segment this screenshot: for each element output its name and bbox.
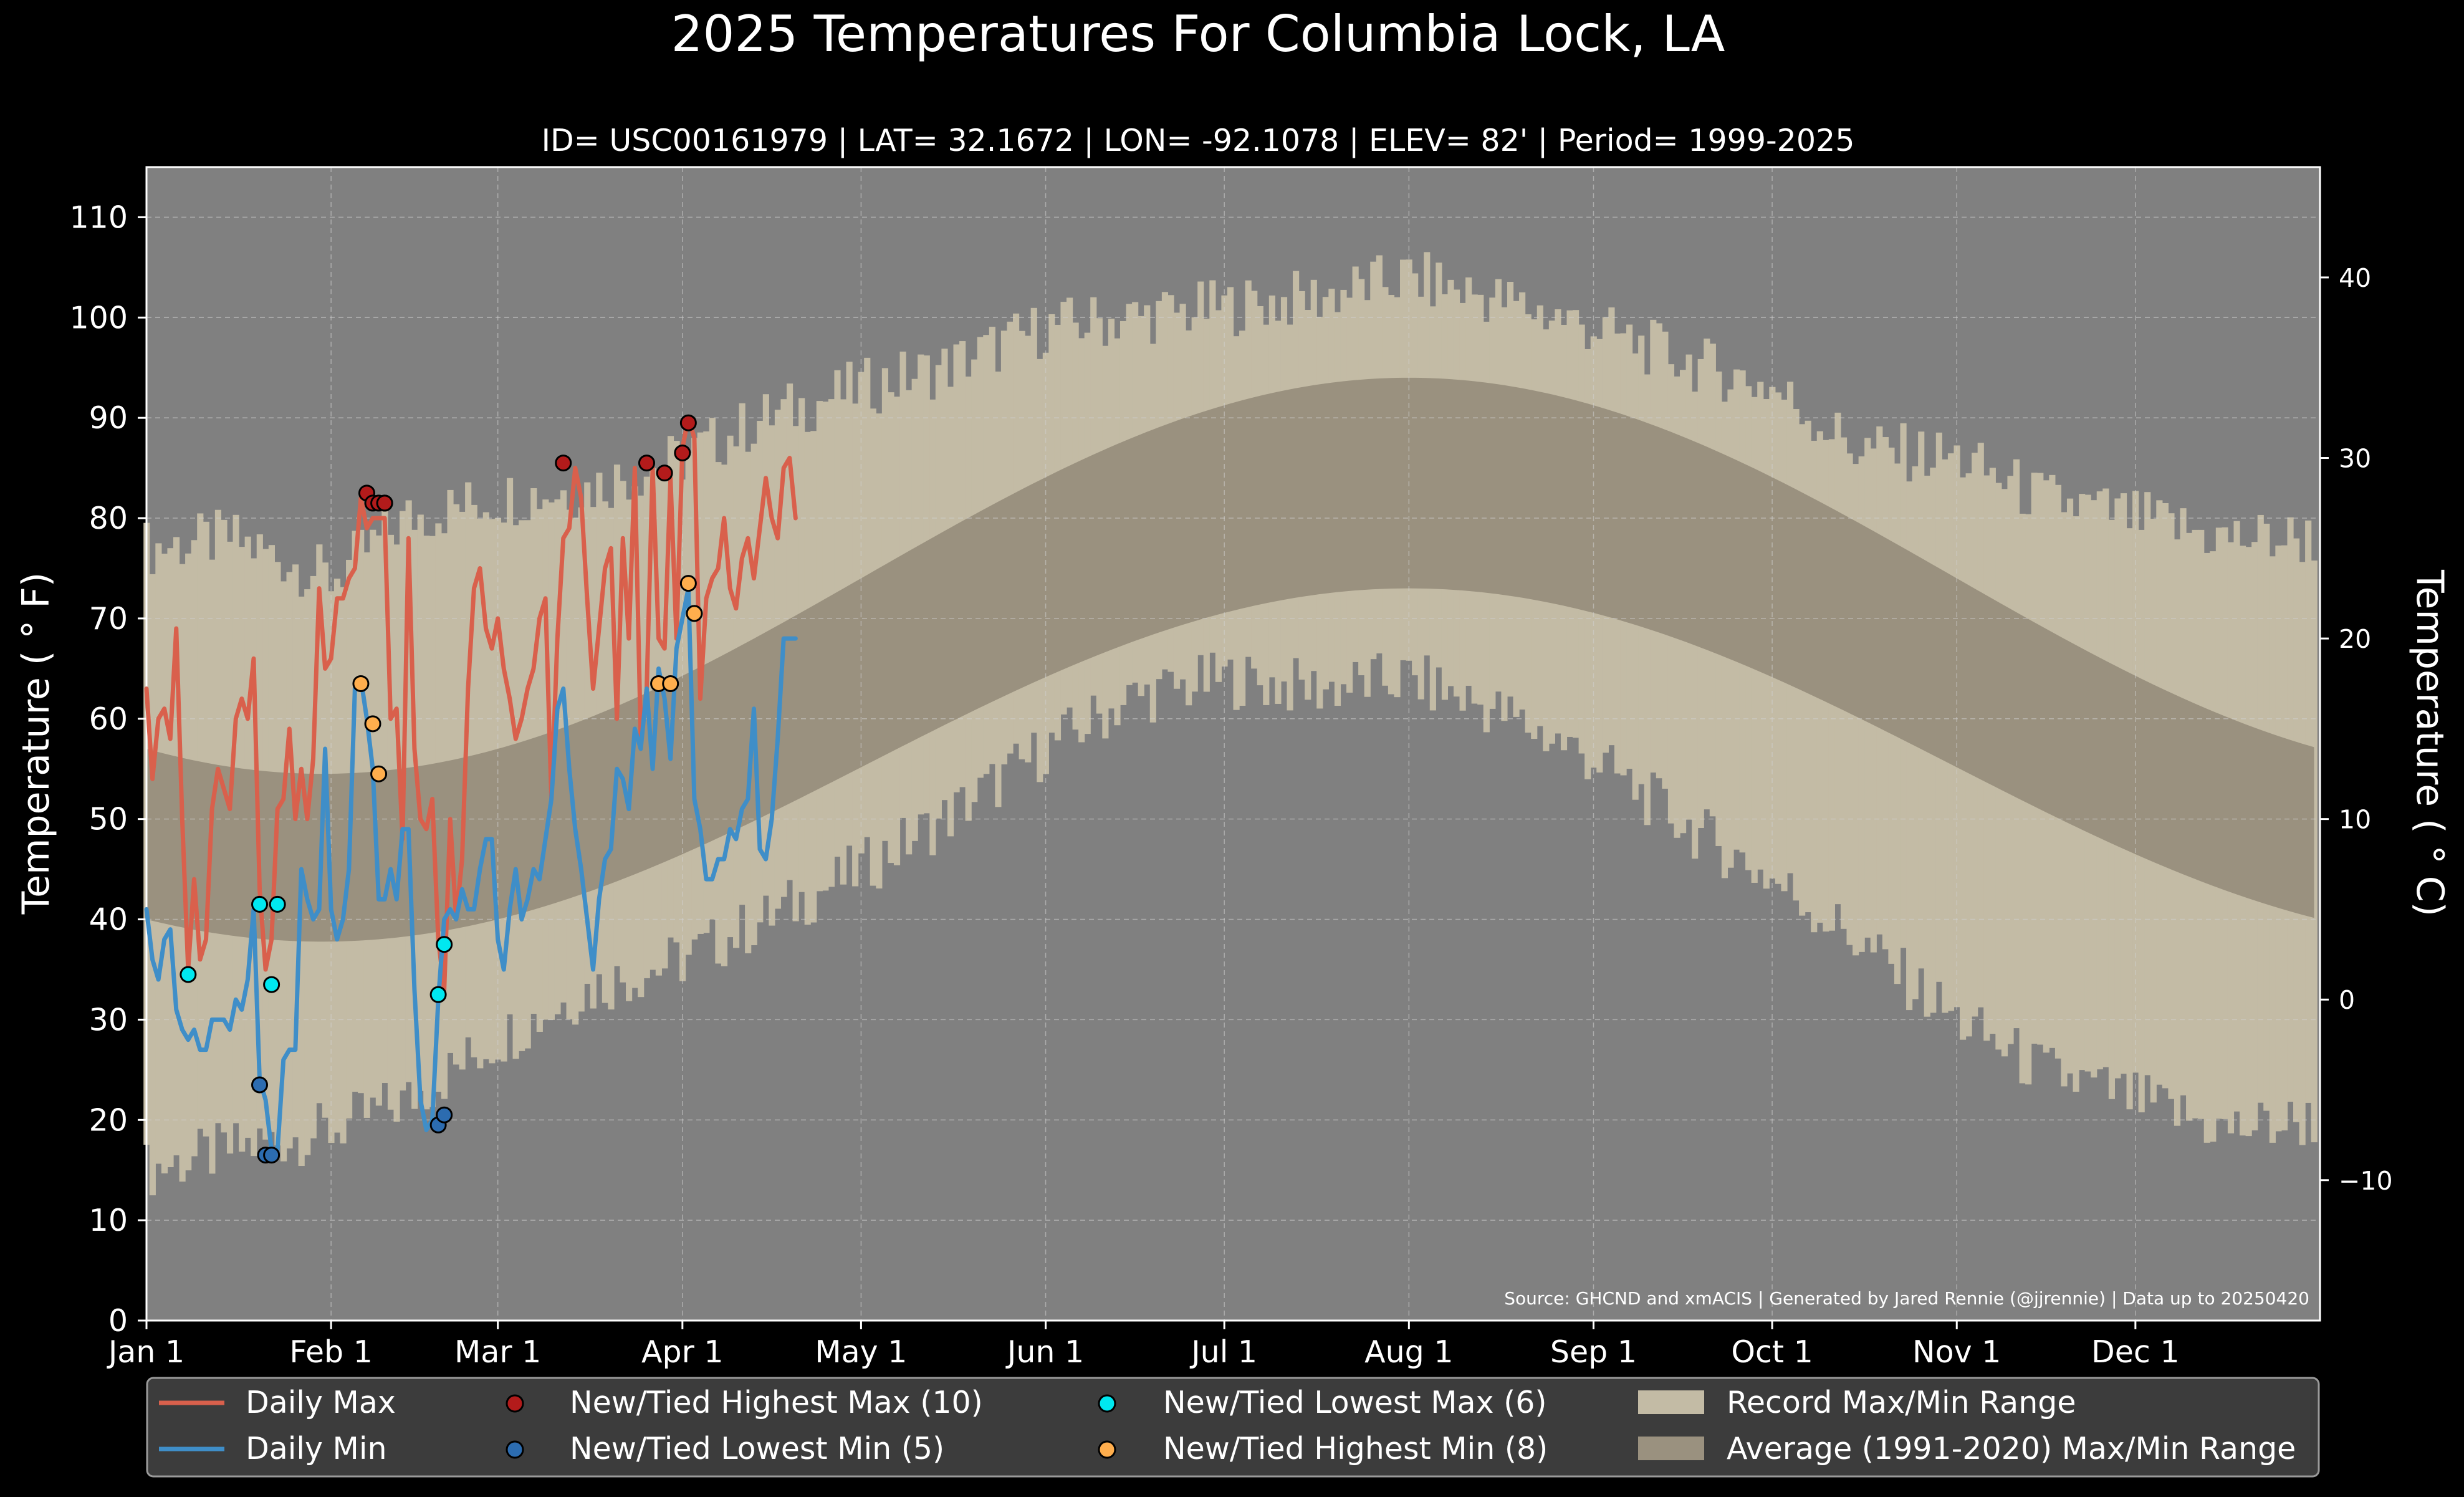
legend-label-new-high-min: New/Tied Highest Min (8) [1163,1431,1548,1466]
legend-label-new-high-max: New/Tied Highest Max (10) [570,1385,983,1420]
y-tick-label: 20 [89,1102,128,1138]
y-tick-label: 10 [89,1203,128,1238]
x-tick-label: Apr 1 [641,1334,724,1370]
legend-swatch-normal-range [1638,1437,1704,1460]
marker-new-high-min [686,605,703,622]
marker-new-high-min [364,715,381,733]
y-tick-label: 0 [108,1303,128,1339]
marker-new-high-min [370,765,388,782]
marker-new-low-max [429,986,447,1003]
y-tick-label: 70 [89,601,128,637]
y-tick-label: 110 [69,200,128,235]
x-tick-label: Sep 1 [1550,1334,1637,1370]
plot-border [145,166,2321,1322]
y-tick-label: 40 [89,902,128,938]
x-tick-label: Aug 1 [1364,1334,1453,1370]
marker-new-low-max [180,966,197,983]
legend-label-new-low-min: New/Tied Lowest Min (5) [570,1431,944,1466]
marker-new-low-min [436,1106,453,1124]
y-tick-label-right: 30 [2339,444,2371,474]
chart-subtitle: ID= USC00161979 | LAT= 32.1672 | LON= -9… [542,123,1855,158]
legend-box [146,1377,2320,1478]
legend-swatch-new-low-min [506,1440,524,1459]
marker-new-low-max [436,936,453,953]
legend-label-daily-min: Daily Min [246,1431,387,1466]
legend-label-new-low-max: New/Tied Lowest Max (6) [1163,1385,1547,1420]
marker-new-high-min [352,675,370,692]
chart-title: 2025 Temperatures For Columbia Lock, LA [671,5,1725,63]
y-axis-label-right: Temperature ( ° C) [2408,569,2452,917]
x-tick-label: Jan 1 [107,1334,185,1370]
legend: Daily Max Daily Min New/Tied Highest Max… [146,1377,2320,1478]
marker-new-low-min [251,1076,269,1094]
record-range-bar [1906,481,1913,1011]
marker-new-low-min [263,1147,280,1164]
y-tick-label: 50 [89,802,128,837]
y-tick-label-right: 10 [2339,805,2371,835]
x-tick-label: Jul 1 [1189,1334,1257,1370]
marker-new-high-max [555,455,572,472]
legend-swatch-new-high-max [506,1394,524,1413]
source-note: Source: GHCND and xmACIS | Generated by … [1504,1288,2309,1309]
marker-new-high-max [674,444,691,461]
x-tick-label: Dec 1 [2091,1334,2180,1370]
plot-area: 0 10 20 30 40 50 60 70 80 90 100 110 −10 0 10 20 30 40 Jan… [69,166,2393,1370]
x-tick-label: Mar 1 [454,1334,541,1370]
x-tick-label: Jun 1 [1005,1334,1084,1370]
y-tick-label: 80 [89,501,128,536]
marker-new-high-max [376,494,393,512]
marker-new-high-max [679,414,697,431]
x-tick-label: Oct 1 [1731,1334,1813,1370]
x-tick-label: Nov 1 [1912,1334,2001,1370]
marker-new-high-min [679,575,697,592]
legend-label-daily-max: Daily Max [246,1385,396,1420]
marker-new-low-max [269,895,286,913]
y-axis-label-left: Temperature ( ° F) [14,572,58,915]
x-tick-label: Feb 1 [289,1334,373,1370]
x-tick-label: May 1 [815,1334,907,1370]
marker-new-high-max [638,455,655,472]
y-tick-label: 100 [69,300,128,335]
y-tick-label-right: 20 [2339,624,2371,654]
y-tick-label-right: 40 [2339,263,2371,293]
marker-new-low-max [263,976,280,993]
legend-label-record-range: Record Max/Min Range [1727,1385,2076,1420]
marker-new-high-min [662,675,679,692]
series-line-daily-min [144,586,798,1153]
record-range-bar [2311,561,2318,1143]
legend-swatch-record-range [1638,1390,1704,1414]
y-tick-label: 60 [89,701,128,737]
y-tick-label: 90 [89,400,128,436]
marker-new-low-max [251,895,269,913]
legend-label-normal-range: Average (1991-2020) Max/Min Range [1727,1431,2296,1466]
y-tick-label-right: −10 [2339,1166,2393,1196]
legend-swatch-new-low-max [1098,1394,1116,1413]
marker-new-high-max [656,465,673,482]
legend-swatch-new-high-min [1098,1440,1116,1459]
y-tick-label-right: 0 [2339,985,2355,1015]
y-tick-label: 30 [89,1002,128,1037]
